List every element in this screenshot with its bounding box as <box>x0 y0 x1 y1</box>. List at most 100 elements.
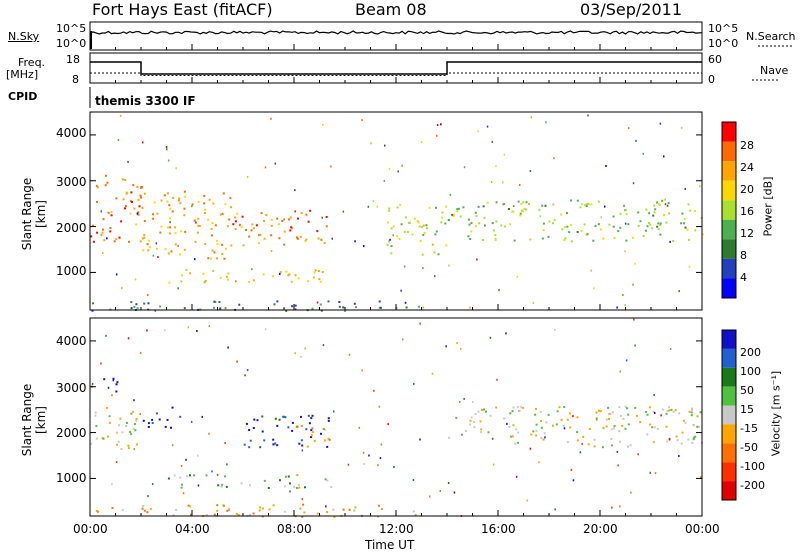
velocity-cell <box>301 444 304 447</box>
power-cell <box>251 268 253 271</box>
power-cell <box>294 210 296 213</box>
power-cbar-tick: 8 <box>740 249 747 262</box>
velocity-cell <box>244 374 246 377</box>
velocity-cell <box>503 417 506 420</box>
power-cbar-tick: 28 <box>740 139 754 152</box>
power-cell <box>581 203 583 206</box>
power-cell <box>263 220 265 222</box>
velocity-cell <box>133 399 135 402</box>
power-cell <box>127 160 129 163</box>
velocity-cell <box>139 351 142 354</box>
power-cell <box>100 233 103 236</box>
velocity-cell <box>298 442 301 445</box>
velocity-cell <box>511 410 514 413</box>
power-cell <box>230 244 233 247</box>
velocity-cell <box>299 507 302 510</box>
power-cell <box>434 275 436 278</box>
power-cell <box>252 279 255 282</box>
power-cell <box>664 203 667 206</box>
power-cell <box>474 211 477 214</box>
velocity-cell <box>687 438 690 441</box>
velocity-cell <box>121 431 124 434</box>
velocity-cell <box>618 430 621 433</box>
power-cell <box>191 205 193 208</box>
power-cell <box>167 226 170 229</box>
power-cell <box>512 210 515 213</box>
noise-left-label: N.Sky <box>8 30 40 43</box>
velocity-cell <box>261 430 264 433</box>
velocity-cell <box>300 439 303 442</box>
power-cell <box>146 243 149 246</box>
velocity-cell <box>630 491 632 494</box>
velocity-cell <box>699 411 702 414</box>
power-cell <box>363 245 365 248</box>
velocity-cell <box>690 411 693 414</box>
power-cell <box>445 244 448 247</box>
power-cell <box>428 206 431 209</box>
velocity-cell <box>697 425 700 428</box>
power-cell <box>102 218 105 221</box>
power-cell <box>137 213 140 216</box>
power-cell <box>659 233 662 236</box>
power-cell <box>686 228 689 231</box>
velocity-cell <box>91 382 94 385</box>
velocity-cell <box>538 461 540 464</box>
velocity-cell <box>602 446 604 449</box>
velocity-cell <box>593 445 596 448</box>
velocity-cell <box>646 413 649 416</box>
power-cell <box>224 307 227 310</box>
velocity-cell <box>327 437 330 440</box>
power-cell <box>133 207 136 210</box>
velocity-cell <box>180 486 183 489</box>
velocity-cell <box>252 427 255 429</box>
power-cell <box>666 204 669 207</box>
velocity-cell <box>170 426 172 429</box>
power-cell <box>624 208 627 211</box>
power-cell <box>140 196 143 199</box>
nsky-line <box>89 30 703 35</box>
velocity-cell <box>682 419 685 422</box>
power-cell <box>617 230 620 233</box>
velocity-cell <box>227 508 230 511</box>
power-cell <box>319 303 322 306</box>
power-cell <box>152 213 154 216</box>
velocity-cell <box>542 438 545 441</box>
power-cell <box>297 277 300 280</box>
power-cell <box>657 222 660 225</box>
velocity-cell <box>479 431 482 434</box>
velocity-cell <box>261 507 264 510</box>
velocity-cell <box>102 437 105 440</box>
velocity-ytick: 1000 <box>56 471 87 485</box>
power-cell <box>579 206 582 209</box>
power-cell <box>388 207 391 210</box>
power-cell <box>585 205 588 207</box>
power-cell <box>169 207 172 210</box>
power-cell <box>623 204 626 207</box>
velocity-cell <box>609 412 612 415</box>
x-tick: 00:00 <box>685 522 720 536</box>
power-cell <box>210 234 213 237</box>
power-cbar-tick: 4 <box>740 271 747 284</box>
power-cell <box>451 213 454 216</box>
power-cell <box>90 235 93 238</box>
velocity-cell <box>301 498 304 501</box>
velocity-cell <box>261 415 264 418</box>
power-cell <box>130 191 133 194</box>
velocity-cell <box>554 329 556 331</box>
velocity-cell <box>108 421 111 424</box>
power-cell <box>330 165 332 168</box>
velocity-cbar-cell <box>722 462 736 482</box>
power-cell <box>283 230 286 233</box>
power-cell <box>318 278 321 281</box>
velocity-cell <box>197 454 199 457</box>
velocity-cell <box>189 474 191 477</box>
power-cell <box>433 251 436 254</box>
velocity-cell <box>313 439 316 442</box>
power-cbar-label: Power [dB] <box>761 176 775 237</box>
velocity-cell <box>681 431 684 434</box>
velocity-cell <box>661 408 664 411</box>
velocity-cell <box>654 412 656 414</box>
power-cell <box>627 127 630 130</box>
power-cell <box>694 229 697 232</box>
power-cell <box>400 289 402 292</box>
